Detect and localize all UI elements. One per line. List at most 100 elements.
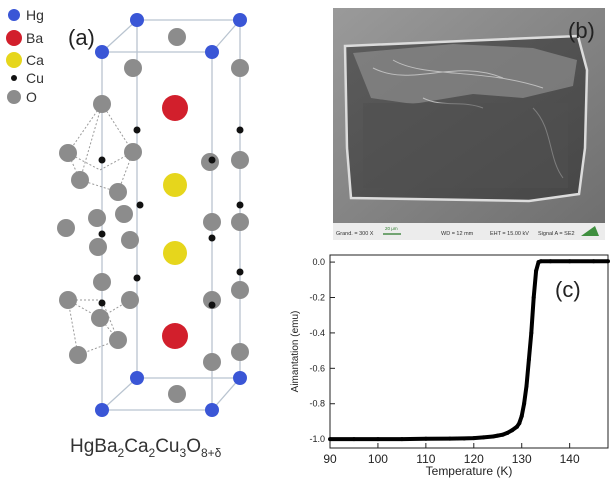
plot-frame xyxy=(329,254,609,449)
chemical-formula: HgBa2Ca2Cu3O8+δ xyxy=(70,436,221,460)
y-tick-label: -1.0 xyxy=(309,434,325,444)
sem-info-bar xyxy=(333,223,605,240)
data-point xyxy=(510,428,515,433)
sem-image-panel: Grand. = 300 X 20 μm WD = 12 mm EHT = 15… xyxy=(333,8,605,240)
cu-atom xyxy=(208,234,216,242)
cu-atom xyxy=(208,301,216,309)
data-point xyxy=(591,259,596,264)
o-atom xyxy=(124,59,142,77)
o-atom xyxy=(89,238,107,256)
data-point xyxy=(529,330,534,335)
formula-element: HgBa xyxy=(70,436,118,457)
o-atom xyxy=(115,205,133,223)
sem-scale-label: 20 μm xyxy=(385,226,398,231)
data-point xyxy=(526,357,531,362)
data-point xyxy=(481,435,486,440)
o-atom xyxy=(168,28,186,46)
sem-eht: EHT = 15.00 kV xyxy=(490,231,529,237)
legend-cu-swatch xyxy=(11,75,17,81)
cu-atom xyxy=(133,274,141,282)
sem-magnification: Grand. = 300 X xyxy=(336,231,374,237)
panel-b-label: (b) xyxy=(568,18,595,43)
o-atom xyxy=(109,183,127,201)
hg-atom xyxy=(95,403,109,417)
crystal-structure-figure: Hg Ba Ca Cu O (a) xyxy=(6,7,249,417)
magnetization-chart-panel: 90 100 110 120 130 140 0.0 -0.2 -0.4 -0.6 -0.8 -1.0… xyxy=(285,243,610,481)
y-tick-label: -0.4 xyxy=(309,328,325,338)
o-atom xyxy=(231,213,249,231)
data-point xyxy=(500,432,505,437)
y-axis-label: Aimantation (emu) xyxy=(290,311,301,393)
legend-ca-swatch xyxy=(6,52,22,68)
o-atom xyxy=(88,209,106,227)
data-point xyxy=(606,259,610,264)
legend-o-label: O xyxy=(26,89,37,105)
data-point xyxy=(462,436,467,441)
formula-subscript: 2 xyxy=(148,445,156,460)
y-tick-label: 0.0 xyxy=(312,257,325,267)
crystal-flat-face xyxy=(363,103,568,188)
data-point xyxy=(531,295,536,300)
x-tick-label: 110 xyxy=(416,452,435,466)
x-tick-label: 120 xyxy=(464,452,484,466)
data-point xyxy=(471,436,476,441)
formula-element: O xyxy=(186,436,201,457)
data-point xyxy=(514,424,519,429)
sem-working-distance: WD = 12 mm xyxy=(441,231,474,237)
o-atom xyxy=(231,281,249,299)
x-tick-label: 100 xyxy=(368,452,388,466)
hg-atom xyxy=(233,371,247,385)
data-point xyxy=(351,437,356,442)
o-atom xyxy=(57,219,75,237)
o-atom xyxy=(203,213,221,231)
sem-micrograph: Grand. = 300 X 20 μm WD = 12 mm EHT = 15… xyxy=(333,8,605,240)
hg-atom xyxy=(205,45,219,59)
data-point xyxy=(538,259,543,264)
legend-hg-label: Hg xyxy=(26,7,44,23)
legend-hg-swatch xyxy=(8,9,20,21)
data-point xyxy=(423,436,428,441)
o-atom xyxy=(109,331,127,349)
o-atom xyxy=(59,144,77,162)
data-point xyxy=(548,259,553,264)
formula-element: Cu xyxy=(155,436,180,457)
o-atom xyxy=(91,309,109,327)
legend-ba-swatch xyxy=(6,30,22,46)
y-tick-label: -0.8 xyxy=(309,399,325,409)
data-point xyxy=(567,259,572,264)
o-atom xyxy=(69,346,87,364)
o-atom xyxy=(93,273,111,291)
formula-subscript: 8+δ xyxy=(200,445,222,460)
sem-signal: Signal A = SE2 xyxy=(538,231,575,237)
o-atom xyxy=(121,231,139,249)
o-atom xyxy=(168,385,186,403)
panel-c-label: (c) xyxy=(555,277,581,302)
atoms xyxy=(57,13,249,417)
o-atom xyxy=(93,95,111,113)
cu-atom xyxy=(98,299,106,307)
formula-subscript: 3 xyxy=(179,445,187,460)
cu-atom xyxy=(98,230,106,238)
formula-subscript: 2 xyxy=(117,445,125,460)
data-point xyxy=(399,437,404,442)
y-tick-label: -0.2 xyxy=(309,292,325,302)
hg-atom xyxy=(233,13,247,27)
formula-element: Ca xyxy=(124,436,149,457)
hg-atom xyxy=(130,371,144,385)
o-atom xyxy=(124,143,142,161)
ba-atom xyxy=(162,323,188,349)
data-point xyxy=(522,401,527,406)
data-point xyxy=(447,436,452,441)
x-tick-label: 90 xyxy=(323,452,337,466)
o-atom xyxy=(59,291,77,309)
cu-atom xyxy=(136,201,144,209)
o-atom xyxy=(203,353,221,371)
o-atom xyxy=(71,171,89,189)
o-atom xyxy=(203,291,221,309)
crystal-structure-panel: Hg Ba Ca Cu O (a) xyxy=(6,7,249,460)
zeiss-logo xyxy=(581,226,599,236)
o-atom xyxy=(231,343,249,361)
hg-atom xyxy=(95,45,109,59)
data-point xyxy=(534,268,539,273)
legend-o-swatch xyxy=(7,90,21,104)
